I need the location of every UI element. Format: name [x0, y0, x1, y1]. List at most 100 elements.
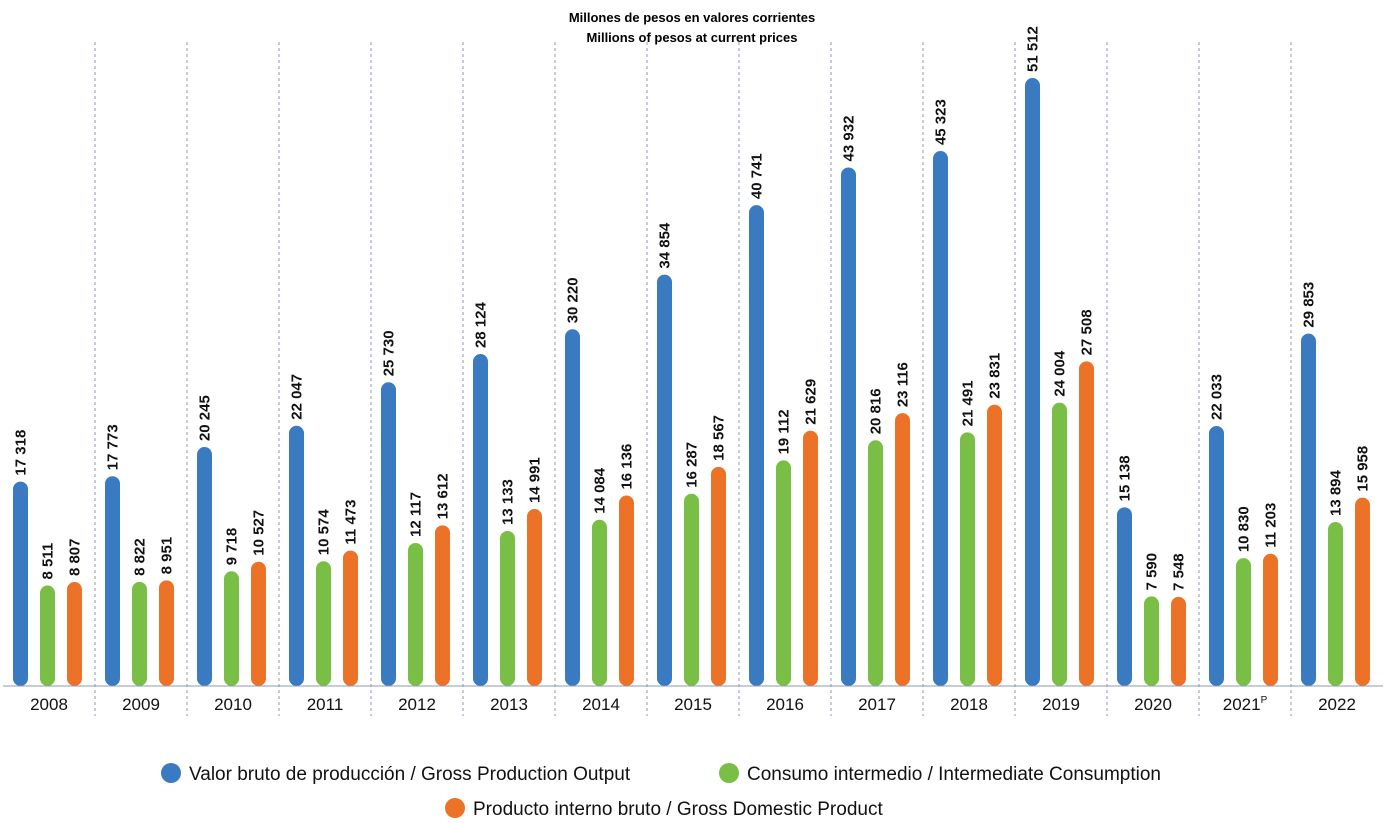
chart-subtitle-line: Millions of pesos at current prices: [587, 30, 798, 45]
x-tick-label: 2008: [30, 695, 68, 714]
data-label: 34 854: [657, 222, 674, 269]
data-label: 12 117: [408, 492, 425, 537]
bar: [776, 460, 791, 686]
data-label: 9 718: [224, 528, 241, 566]
data-label: 15 138: [1117, 455, 1134, 501]
data-label: 8 511: [40, 543, 57, 580]
bar: [13, 481, 28, 686]
data-label: 30 220: [565, 277, 582, 323]
x-tick-label: 2016: [766, 695, 804, 714]
legend-swatch: [161, 763, 181, 783]
year-separators: [94, 42, 1292, 716]
chart-subtitle-line: Millones de pesos en valores corrientes: [569, 10, 815, 25]
data-label: 13 894: [1328, 469, 1345, 516]
legend-item: Producto interno bruto / Gross Domestic …: [445, 798, 883, 820]
x-tick-label: 2010: [214, 695, 252, 714]
x-tick-superscript: P: [1261, 695, 1268, 706]
bar: [711, 466, 726, 686]
data-label: 45 323: [933, 99, 950, 145]
data-label: 10 574: [316, 509, 333, 556]
data-label: 25 730: [381, 330, 398, 376]
data-label: 22 047: [289, 374, 306, 420]
bar: [868, 440, 883, 686]
legend-label: Valor bruto de producción / Gross Produc…: [189, 764, 631, 785]
bar: [105, 476, 120, 686]
data-label: 10 527: [251, 510, 268, 556]
bar: [1209, 425, 1224, 686]
data-label: 19 112: [776, 409, 793, 454]
bar: [1025, 78, 1040, 686]
bar: [500, 530, 515, 686]
data-label: 24 004: [1052, 350, 1069, 397]
bar: [841, 167, 856, 687]
x-tick-label: 2014: [582, 695, 620, 714]
data-label: 16 287: [684, 442, 701, 488]
bar: [251, 561, 266, 686]
bar: [987, 404, 1002, 686]
bar: [1079, 361, 1094, 686]
data-label: 7 590: [1144, 553, 1161, 591]
data-label: 43 932: [841, 116, 858, 162]
bar: [803, 430, 818, 686]
data-label: 27 508: [1079, 309, 1096, 355]
bar: [749, 205, 764, 686]
legend-swatch: [445, 798, 465, 818]
x-tick-label: 2013: [490, 695, 528, 714]
data-label: 7 548: [1171, 553, 1188, 591]
bar: [67, 582, 82, 686]
bar: [565, 329, 580, 686]
year-labels: 2008 2009 2010 2011 2012 2013 2014 2015 2016 2017…: [30, 695, 1356, 714]
chart-subtitle: Millones de pesos en valores corrientes M…: [569, 10, 815, 45]
x-tick-label: 2018: [950, 695, 988, 714]
x-tick-label: 2021P: [1223, 695, 1268, 714]
bar: [159, 580, 174, 686]
data-label: 8 951: [159, 537, 176, 575]
data-label: 15 958: [1355, 446, 1372, 492]
bars: [3, 78, 1383, 687]
legend-label: Producto interno bruto / Gross Domestic …: [473, 799, 883, 820]
x-tick-label: 2012: [398, 695, 436, 714]
legend-swatch: [719, 763, 739, 783]
data-label: 10 830: [1236, 506, 1253, 552]
bar: [289, 425, 304, 686]
bar: [1117, 507, 1132, 686]
bar: [1301, 333, 1316, 686]
data-label: 11 473: [343, 500, 360, 545]
bar: [343, 550, 358, 686]
bar: [1171, 596, 1186, 686]
data-label: 16 136: [619, 444, 636, 490]
data-label: 28 124: [473, 302, 490, 349]
x-tick-label: 2020: [1134, 695, 1172, 714]
value-labels: 17 318 17 773 20 245 22 047 25 730 28 124 30 2…: [13, 26, 1372, 591]
data-label: 21 491: [960, 380, 977, 426]
bar: [435, 525, 450, 686]
x-tick-label: 2011: [307, 695, 344, 714]
bar: [527, 509, 542, 686]
x-tick-label: 2015: [674, 695, 712, 714]
legend-item: Consumo intermedio / Intermediate Consum…: [719, 763, 1161, 785]
data-label: 13 612: [435, 473, 452, 519]
data-label: 8 822: [132, 538, 149, 576]
x-tick-label: 2019: [1042, 695, 1080, 714]
data-label: 51 512: [1025, 26, 1042, 72]
bar: [132, 581, 147, 686]
bar: [473, 354, 488, 686]
data-label: 13 133: [500, 479, 517, 525]
data-label: 21 629: [803, 379, 820, 425]
bar: [619, 495, 634, 686]
bar: [408, 542, 423, 686]
bar: [381, 382, 396, 686]
bar: [1263, 553, 1278, 686]
data-label: 22 033: [1209, 374, 1226, 420]
data-label: 40 741: [749, 153, 766, 199]
bar: [316, 561, 331, 686]
bar: [960, 432, 975, 686]
data-label: 14 991: [527, 457, 544, 503]
bar: [657, 274, 672, 686]
data-label: 8 807: [67, 539, 84, 577]
bar: [933, 151, 948, 687]
x-tick-label: 2022: [1318, 695, 1356, 714]
data-label: 23 831: [987, 353, 1004, 399]
bar: [1355, 497, 1370, 686]
